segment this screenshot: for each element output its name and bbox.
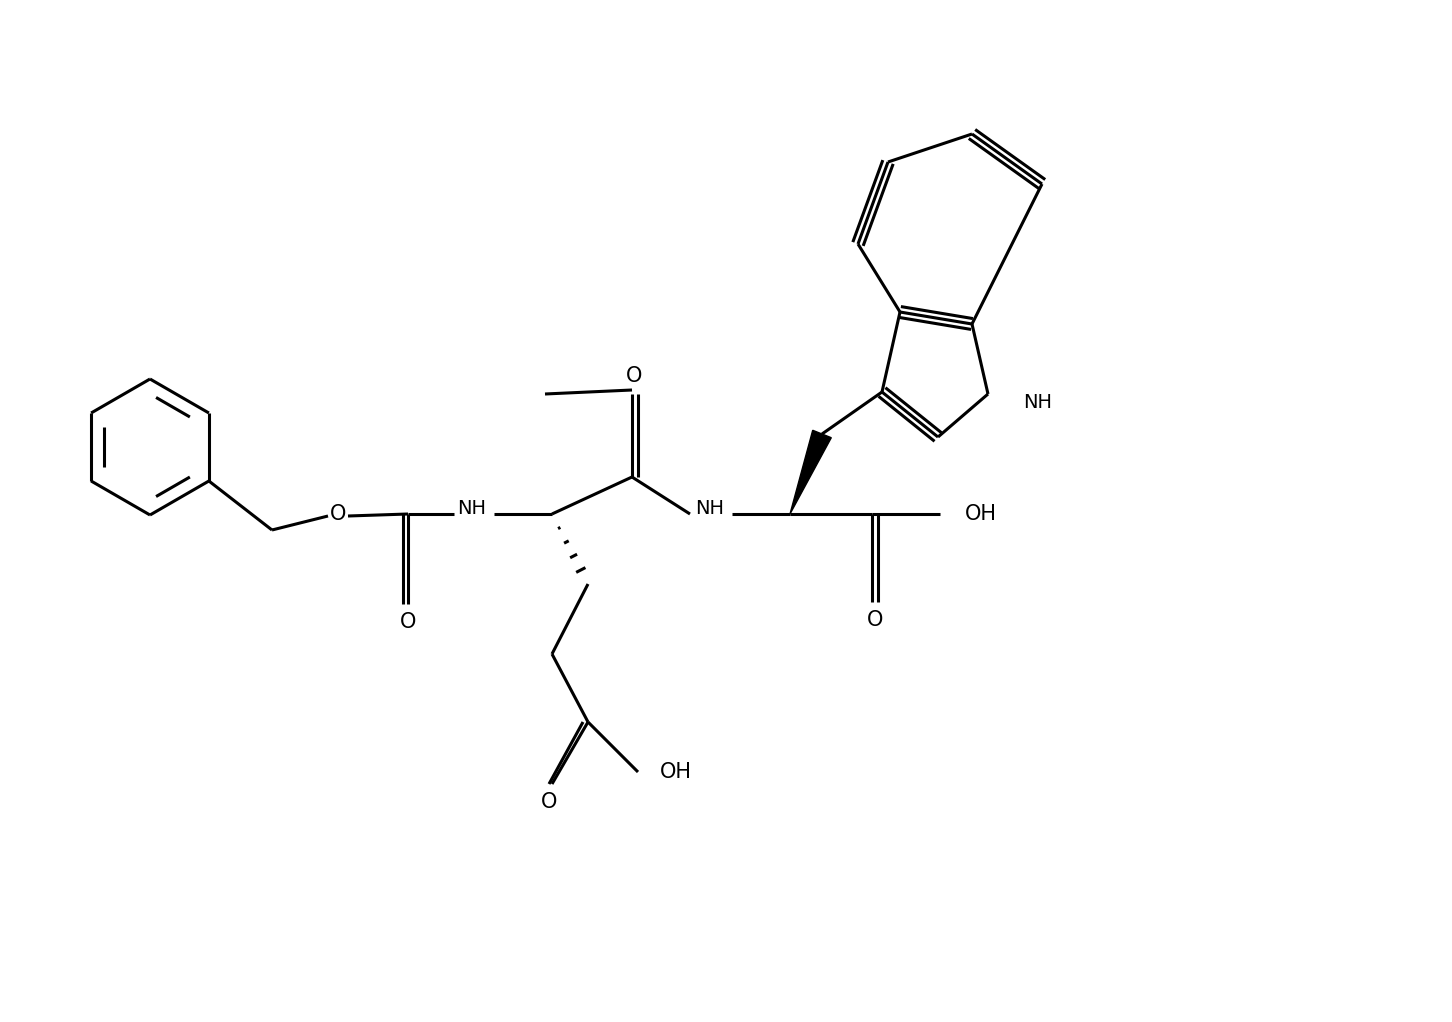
Text: O: O	[399, 612, 417, 632]
Text: NH: NH	[696, 499, 725, 517]
Text: OH: OH	[966, 504, 998, 524]
Polygon shape	[790, 430, 832, 514]
Text: O: O	[867, 610, 883, 630]
Text: NH: NH	[1024, 392, 1053, 412]
Text: O: O	[626, 366, 642, 386]
Text: OH: OH	[661, 762, 693, 782]
Text: O: O	[540, 792, 558, 812]
Text: NH: NH	[457, 499, 486, 517]
Text: O: O	[330, 504, 346, 524]
